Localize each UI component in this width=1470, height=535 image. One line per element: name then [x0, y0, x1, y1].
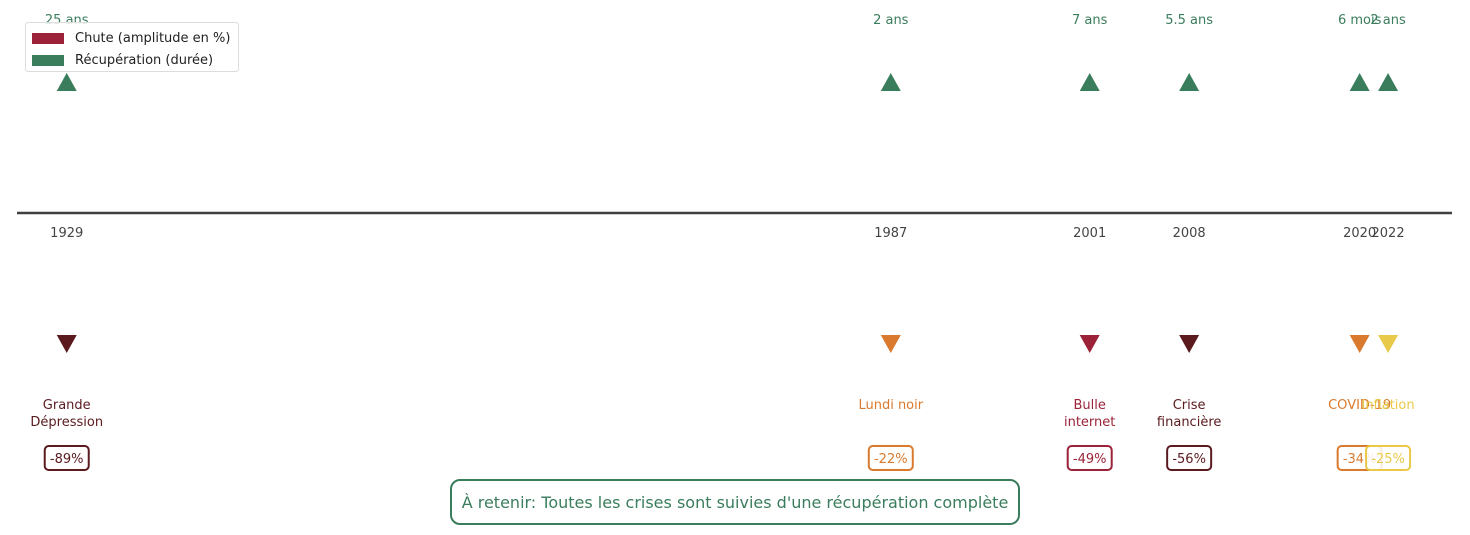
event-2008-drop-value: -56%: [1172, 452, 1206, 467]
event-2020-recovery-marker: [1349, 73, 1370, 91]
event-2008-drop-badge: [1166, 445, 1213, 471]
event-1987-drop-value: -22%: [874, 452, 908, 467]
event-2001-name-line-2: internet: [1064, 415, 1115, 430]
event-2008-name-line-2: financière: [1157, 415, 1221, 430]
event-2001-year-label: 2001: [1073, 226, 1106, 241]
event-2022-year-label: 2022: [1372, 226, 1405, 241]
event-2020-drop-marker: [1349, 335, 1370, 353]
event-2020-recovery-label: 6 mois: [1338, 13, 1382, 28]
legend-item-drop: Chute (amplitude en %): [32, 27, 232, 49]
event-1929-drop-badge: [43, 445, 90, 471]
event-1929-drop-value: -89%: [50, 452, 84, 467]
event-2020-name-line-1: COVID-19: [1328, 398, 1391, 413]
event-2022-drop-badge: [1365, 445, 1412, 471]
event-1929-name-line-2: Dépression: [30, 415, 103, 430]
legend-swatch-recovery: [32, 54, 64, 66]
event-1987-drop-marker: [880, 335, 901, 353]
event-1929-recovery-marker: [56, 73, 77, 91]
event-2020-year-label: 2020: [1343, 226, 1376, 241]
event-2001-drop-badge: [1066, 445, 1113, 471]
event-1987-recovery-marker: [880, 73, 901, 91]
event-2001-name-line-1: Bulle: [1074, 398, 1106, 413]
event-2008-recovery-label: 5.5 ans: [1165, 13, 1213, 28]
legend-item-recovery: Récupération (durée): [32, 49, 232, 71]
legend-swatch-drop: [32, 32, 64, 44]
event-2022-drop-marker: [1378, 335, 1399, 353]
chart-legend: Chute (amplitude en %) Récupération (dur…: [25, 22, 239, 72]
event-1987-recovery-label: 2 ans: [873, 13, 909, 28]
event-1929-drop-marker: [56, 335, 77, 353]
event-1929-year-label: 1929: [50, 226, 83, 241]
event-2022-name-line-1: Inflation: [1361, 398, 1414, 413]
legend-label-drop: Chute (amplitude en %): [75, 30, 231, 46]
event-2022-drop-value: -25%: [1371, 452, 1405, 467]
takeaway-text: À retenir: Toutes les crises sont suivie…: [461, 492, 1009, 512]
event-2022-recovery-marker: [1378, 73, 1399, 91]
event-1987-year-label: 1987: [874, 226, 907, 241]
event-2001-recovery-label: 7 ans: [1072, 13, 1108, 28]
event-1987-name-line-1: Lundi noir: [858, 398, 923, 413]
event-2001-drop-marker: [1079, 335, 1100, 353]
event-2022-recovery-label: 2 ans: [1370, 13, 1406, 28]
event-1987-drop-badge: [867, 445, 914, 471]
event-2001-drop-value: -49%: [1073, 452, 1107, 467]
event-1929-name-line-1: Grande: [43, 398, 91, 413]
event-2001-recovery-marker: [1079, 73, 1100, 91]
takeaway-box: À retenir: Toutes les crises sont suivie…: [450, 479, 1020, 525]
event-2008-recovery-marker: [1179, 73, 1200, 91]
legend-label-recovery: Récupération (durée): [75, 52, 214, 68]
event-2008-year-label: 2008: [1173, 226, 1206, 241]
event-2008-drop-marker: [1179, 335, 1200, 353]
event-2008-name-line-1: Crise: [1173, 398, 1206, 413]
